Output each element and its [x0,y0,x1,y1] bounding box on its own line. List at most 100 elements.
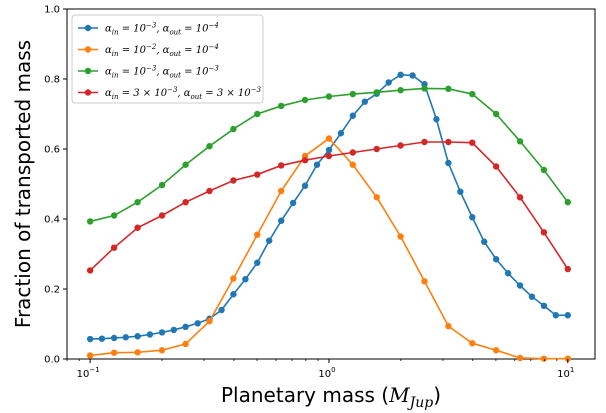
series-4-point [325,152,333,160]
series-1-point [242,276,249,283]
x-tick-label: 10−1 [77,366,100,380]
series-1-point [158,329,166,336]
series-4-point [469,139,476,146]
series-4-point [301,157,309,164]
legend-label: αin = 3 × 10−3, αout = 3 × 10−3 [105,86,262,101]
legend-marker [84,46,92,53]
legend: αin = 10−3, αout = 10−4 αin = 10−2, αout … [71,14,264,104]
series-3-point [540,166,548,174]
series-2-point [325,135,333,142]
series-3-point [469,90,476,98]
series-3-point [278,102,285,110]
series-4-point [492,163,500,170]
series-1-point [492,256,500,263]
series-4-point [421,138,428,146]
series-1-point [469,214,476,221]
series-1-point [337,130,345,137]
series-3-point [373,89,380,96]
series-1-point [170,326,177,334]
series-1-point [325,146,333,154]
series-2-point [158,347,166,354]
series-3-point [492,110,500,118]
series-1-point [361,98,369,105]
series-1-point [86,335,94,343]
series-1-point [409,72,416,79]
legend-entry: αin = 10−3, αout = 10−4 [78,22,219,37]
series-2-point [349,161,357,168]
series-3-point [301,96,309,104]
series-2-point [445,322,452,330]
series-2-point [564,355,571,362]
series-3-point [86,218,94,225]
series-1-point [457,188,464,195]
series-4-point [86,267,94,274]
series-1-point [504,270,512,277]
series-1-point [182,323,189,330]
y-axis-label: Fraction of transported mass [11,40,35,328]
series-2-point [397,233,404,240]
series-1-point [540,302,548,309]
legend-frame [71,14,264,104]
series-3-point [445,85,452,93]
series-4 [86,138,571,274]
series-4-point [278,162,285,169]
x-tick-label: 101 [557,366,574,380]
series-2-point [134,349,141,356]
series-2-point [86,352,94,359]
series-1-point [122,334,129,341]
series-4-point [158,212,166,219]
series-1-point [218,306,225,314]
series-1-point [397,71,404,79]
series-4-point [373,145,380,153]
series-3-point [230,125,237,133]
series-2-point [492,347,500,354]
series-3-point [110,212,118,219]
series-3-point [564,199,571,206]
series-2-point [182,340,189,348]
series-1-point [134,333,141,340]
series-2-point [469,340,476,347]
series-2-point [206,318,213,325]
series-1-point [301,182,309,189]
series-4-point [110,244,118,251]
series-2-point [254,231,261,238]
series-3-point [397,87,404,94]
series-3-point [182,161,189,168]
series-4-point [564,265,571,273]
series-1-point [564,312,571,319]
series-1-point [433,116,440,123]
series-1-point [254,259,261,266]
series-2 [86,135,571,362]
y-tick-label: 0.8 [44,75,60,86]
series-1-point [278,217,285,224]
series-3-point [254,110,261,118]
series-4-point [349,149,357,156]
series-1-point [98,335,106,342]
plot-area: 0.0 0.2 0.4 0.6 0.8 1.0 10−1 100 101 [44,5,596,380]
legend-entry: αin = 10−3, αout = 10−3 [78,65,219,80]
series-4-point [134,224,141,231]
legend-entry: αin = 10−2, αout = 10−4 [78,43,219,58]
y-tick-label: 0.0 [44,355,60,366]
series-4-point [397,142,404,149]
series-2-point [421,278,428,285]
series-layer [86,71,571,362]
series-4-point [182,199,189,206]
series-4-point [230,177,237,184]
series-2-point [230,275,237,282]
series-3-point [325,93,333,100]
series-1-point [313,161,321,168]
series-4-point [206,187,213,195]
series-2-point [110,349,118,356]
series-3-point [158,181,166,189]
y-tick-label: 0.2 [44,285,60,296]
series-1-point [528,293,536,300]
legend-label: αin = 10−3, αout = 10−3 [105,65,219,80]
legend-marker [84,89,92,96]
series-1-point [552,312,560,319]
series-1-point [481,238,488,245]
series-2-point [278,187,285,195]
series-2-point [516,354,524,362]
series-1-point [266,237,273,244]
